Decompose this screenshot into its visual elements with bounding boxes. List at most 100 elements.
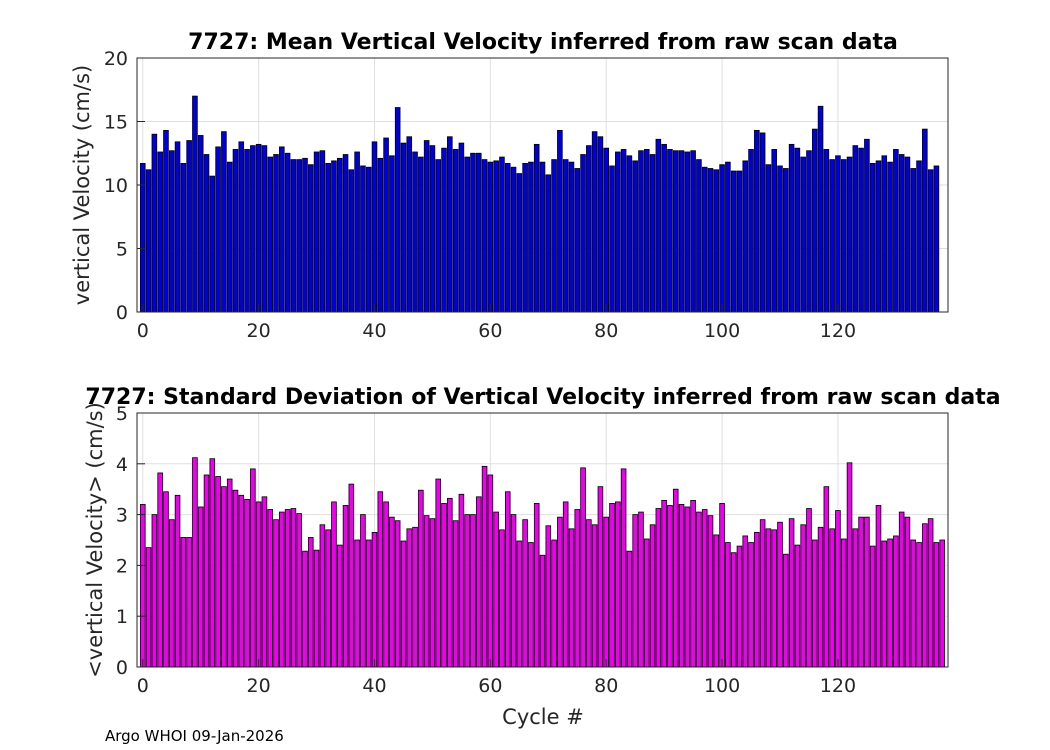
bar <box>580 154 586 313</box>
bar <box>632 160 638 313</box>
bar <box>522 519 528 668</box>
bar <box>545 174 552 313</box>
bar <box>273 519 279 668</box>
mean-velocity-panel: 7727: Mean Vertical Velocity inferred fr… <box>70 30 949 342</box>
bar <box>464 156 470 313</box>
bar <box>441 503 447 668</box>
bar <box>626 550 633 668</box>
bar <box>684 151 691 313</box>
x-tick-label: 40 <box>362 320 386 342</box>
bar <box>852 528 859 668</box>
bar <box>296 159 302 313</box>
x-tick-label: 100 <box>704 320 740 342</box>
bar <box>186 140 192 313</box>
bar <box>609 503 615 668</box>
bar <box>180 537 187 668</box>
bar <box>649 524 656 668</box>
bar <box>215 476 221 668</box>
bar <box>510 514 517 668</box>
bar <box>209 175 216 313</box>
bar <box>557 129 563 313</box>
bar <box>371 141 378 313</box>
bar <box>261 496 268 668</box>
bar <box>551 159 557 313</box>
bar <box>696 511 702 668</box>
bar <box>742 535 749 668</box>
bar <box>290 508 297 668</box>
bar <box>400 142 407 313</box>
chart-title: 7727: Standard Deviation of Vertical Vel… <box>85 385 1000 410</box>
bar <box>354 151 360 313</box>
bar <box>840 159 847 313</box>
bar <box>412 151 418 313</box>
bar <box>655 508 662 668</box>
bar <box>742 160 749 313</box>
x-tick-labels: 0 20 40 60 80 100 120 <box>137 675 856 697</box>
bar <box>336 544 343 668</box>
bar <box>168 150 175 313</box>
bar <box>435 478 442 668</box>
bar <box>707 168 714 313</box>
x-tick-labels: 0 20 40 60 80 100 120 <box>137 320 856 342</box>
bar <box>557 516 563 668</box>
bar <box>533 503 540 668</box>
bar <box>794 544 801 668</box>
bar <box>678 150 685 313</box>
bar <box>284 509 291 668</box>
bar <box>574 168 581 313</box>
bar <box>441 147 447 313</box>
bar <box>898 154 905 313</box>
bar <box>754 129 760 313</box>
bar <box>145 547 152 668</box>
bar <box>910 168 917 313</box>
bar <box>603 147 609 313</box>
x-tick-label: 120 <box>820 675 856 697</box>
bar <box>197 135 204 313</box>
bar <box>933 165 940 313</box>
y-tick-label: 5 <box>116 403 128 425</box>
bar <box>458 142 465 313</box>
bar <box>504 491 511 668</box>
bar <box>661 499 667 668</box>
bar <box>308 164 314 313</box>
x-tick-label: 120 <box>820 320 856 342</box>
bar <box>736 545 743 668</box>
y-tick-labels: 0 1 2 3 4 5 <box>116 403 128 679</box>
bar <box>157 151 163 313</box>
bar <box>759 519 766 668</box>
bar <box>140 163 146 313</box>
bar <box>192 457 198 668</box>
bar <box>406 136 413 313</box>
bar <box>701 509 708 668</box>
bar <box>516 173 523 313</box>
bar <box>192 95 198 313</box>
bar <box>777 521 783 668</box>
bar <box>881 540 888 668</box>
bar <box>829 159 835 313</box>
bar <box>313 549 320 668</box>
bar <box>447 497 453 668</box>
bar <box>620 468 627 668</box>
bar <box>232 489 239 668</box>
bar <box>887 161 893 313</box>
bar <box>539 554 546 668</box>
bar <box>354 539 360 668</box>
y-tick-label: 0 <box>116 302 128 324</box>
bar <box>852 145 859 313</box>
bar <box>487 474 494 668</box>
bar <box>279 146 285 313</box>
bar <box>597 136 604 313</box>
bar <box>308 537 314 668</box>
bar <box>365 539 372 668</box>
bar <box>412 526 418 668</box>
bar <box>922 128 928 313</box>
bar <box>655 138 662 313</box>
bar <box>771 529 777 668</box>
x-tick-label: 20 <box>247 675 271 697</box>
bar <box>869 545 876 668</box>
bar <box>331 160 337 313</box>
bar <box>528 542 534 668</box>
bar <box>452 520 459 668</box>
bar <box>893 535 899 668</box>
bar <box>783 168 789 313</box>
